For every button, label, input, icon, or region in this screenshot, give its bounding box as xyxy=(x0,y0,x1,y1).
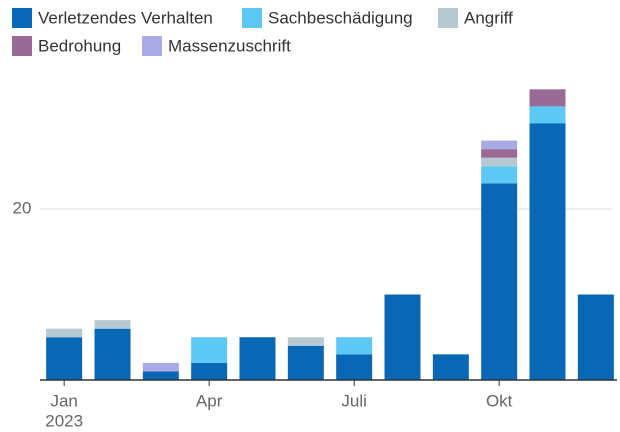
x-year-label: 2023 xyxy=(45,411,83,430)
y-tick-label: 20 xyxy=(13,198,32,217)
x-tick-label: Okt xyxy=(486,391,513,410)
legend-label: Sachbeschädigung xyxy=(268,8,413,27)
bar-segment xyxy=(577,294,614,380)
x-tick-label: Jan xyxy=(50,391,77,410)
bar-segment xyxy=(529,89,566,107)
legend-label: Bedrohung xyxy=(38,36,121,55)
bar-segment xyxy=(336,337,373,355)
bar-segment xyxy=(481,183,518,380)
bar-segment xyxy=(46,328,83,338)
bar-segment xyxy=(481,166,518,184)
bar-segment xyxy=(191,362,228,380)
bar-segment xyxy=(287,345,324,380)
legend-swatch xyxy=(242,8,262,28)
bar-segment xyxy=(94,328,131,380)
bar-segment xyxy=(529,106,566,124)
x-tick-label: Apr xyxy=(196,391,223,410)
legend-swatch xyxy=(438,8,458,28)
bar-segment xyxy=(481,149,518,158)
bar-segment xyxy=(481,140,518,150)
bar-segment xyxy=(142,371,179,380)
bar-segment xyxy=(432,354,469,380)
bar-segment xyxy=(529,123,566,380)
bar-segment xyxy=(142,362,179,372)
bar-segment xyxy=(287,337,324,346)
legend-swatch xyxy=(142,36,162,56)
bar-segment xyxy=(384,294,421,380)
legend-swatch xyxy=(12,8,32,28)
legend-label: Verletzendes Verhalten xyxy=(38,8,213,27)
legend-label: Massenzuschrift xyxy=(168,36,291,55)
legend-swatch xyxy=(12,36,32,56)
legend-label: Angriff xyxy=(464,8,513,27)
bar-segment xyxy=(481,157,518,167)
bar-segment xyxy=(191,337,228,363)
bar-segment xyxy=(336,354,373,380)
bar-segment xyxy=(94,320,131,329)
bar-segment xyxy=(239,337,276,380)
x-tick-label: Juli xyxy=(341,391,367,410)
bar-segment xyxy=(46,337,83,380)
